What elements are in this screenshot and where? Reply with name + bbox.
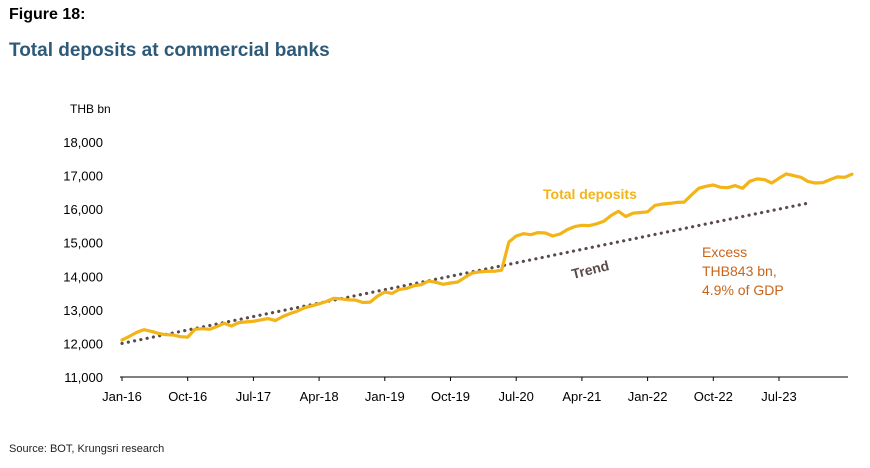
y-tick-label: 11,000: [64, 370, 103, 385]
figure-label: Figure 18:: [9, 6, 86, 23]
x-tick-label: Jan-16: [102, 389, 142, 404]
x-tick-label: Jul-23: [761, 389, 796, 404]
y-tick-label: 17,000: [63, 169, 103, 184]
deposits-series-label: Total deposits: [543, 186, 637, 202]
y-tick-label: 18,000: [63, 135, 103, 150]
x-tick-label: Oct-16: [168, 389, 207, 404]
x-tick-label: Oct-22: [694, 389, 733, 404]
y-tick-label: 15,000: [63, 236, 103, 251]
y-tick-label: 13,000: [63, 303, 103, 318]
excess-annotation-line-3: 4.9% of GDP: [702, 282, 784, 298]
x-tick-label: Jul-20: [498, 389, 533, 404]
x-tick-label: Jul-17: [236, 389, 271, 404]
y-tick-label: 14,000: [63, 269, 103, 284]
source-note: Source: BOT, Krungsri research: [9, 443, 165, 455]
total-deposits-line: [120, 172, 854, 342]
chart-title: Total deposits at commercial banks: [9, 40, 330, 61]
x-tick-label: Apr-21: [562, 389, 601, 404]
y-tick-label: 12,000: [63, 336, 103, 351]
y-axis-ticks: 11,000 12,000 13,000 14,000 15,000 16,000 17,0…: [63, 135, 103, 385]
x-tick-label: Jan-19: [365, 389, 405, 404]
trend-series-label: Trend: [570, 257, 611, 282]
excess-annotation-line-2: THB843 bn,: [702, 263, 777, 279]
y-tick-label: 16,000: [63, 202, 103, 217]
x-tick-label: Oct-19: [431, 389, 470, 404]
excess-annotation-line-1: Excess: [702, 244, 747, 260]
x-tick-label: Apr-18: [300, 389, 339, 404]
y-unit-label: THB bn: [70, 102, 111, 116]
trend-line: [120, 201, 810, 346]
x-axis: Jan-16 Oct-16 Jul-17 Apr-18 Jan-19 Oct-19 Jul-…: [102, 376, 848, 404]
x-tick-label: Jan-22: [628, 389, 668, 404]
chart-lines: [120, 172, 854, 346]
